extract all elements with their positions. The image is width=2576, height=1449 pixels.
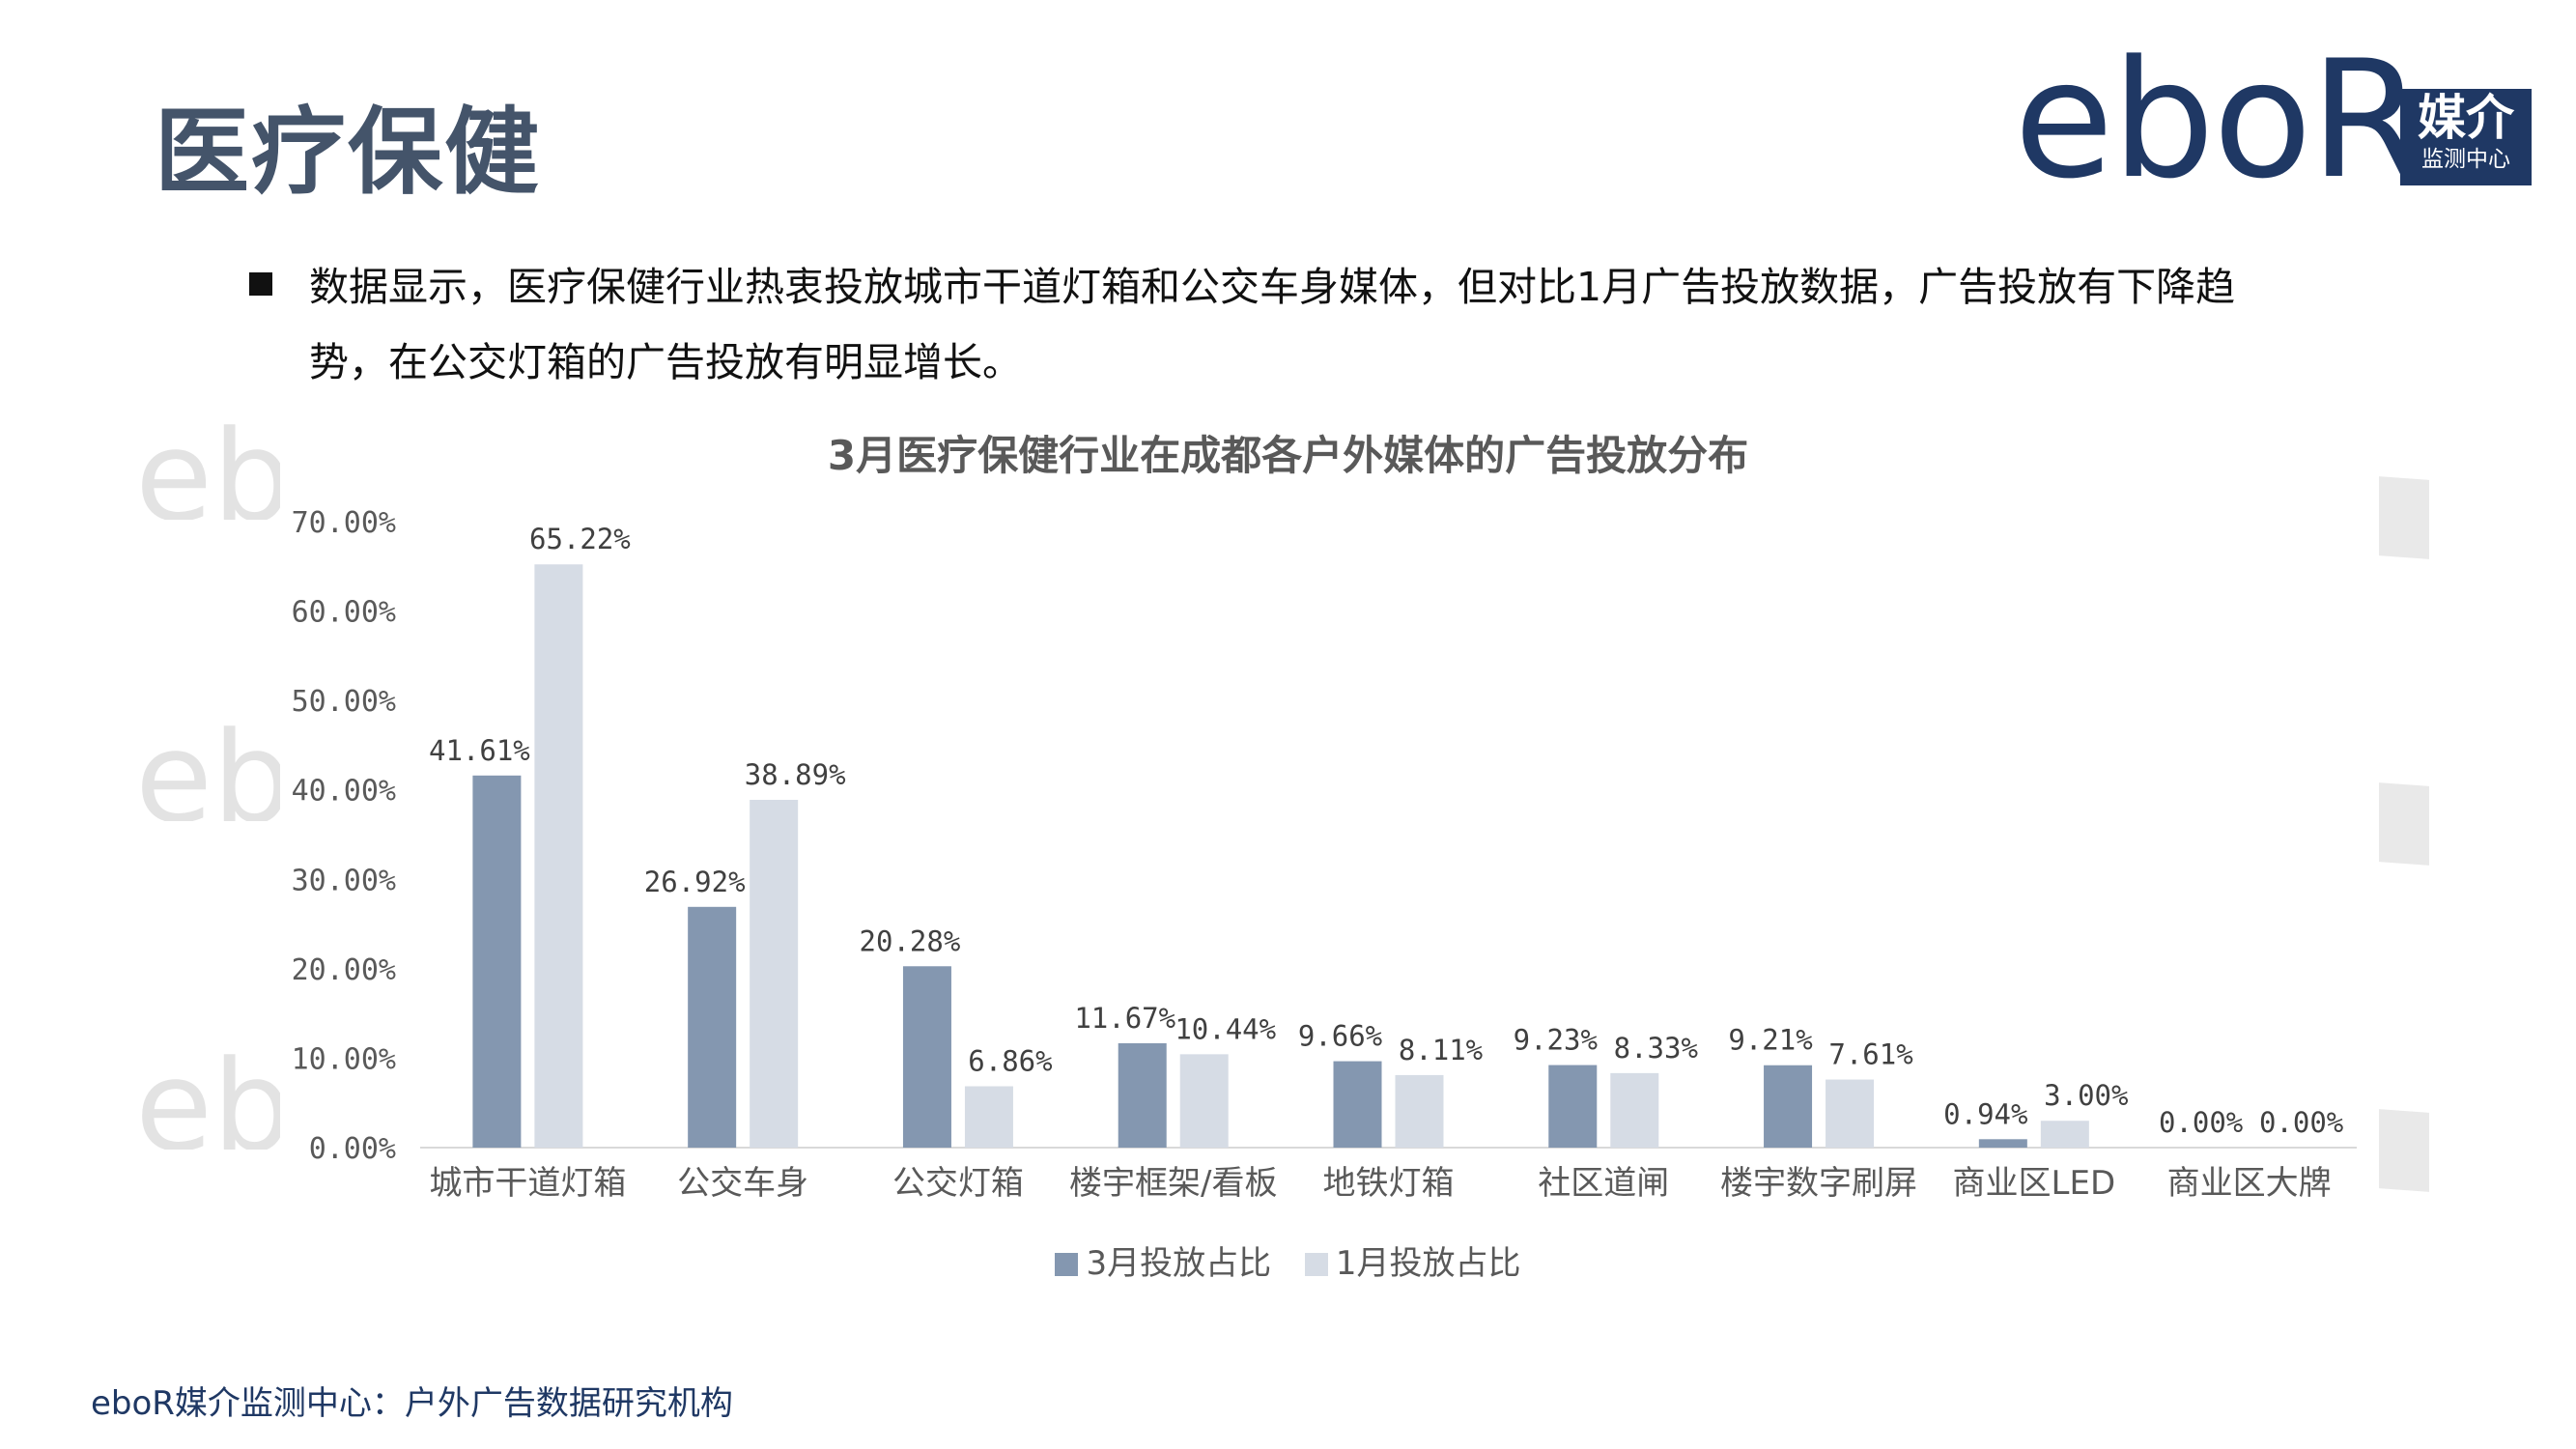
data-label-january: 65.22%: [529, 523, 631, 555]
data-label-march: 0.00%: [2159, 1106, 2243, 1139]
logo-badge: 媒介 监测中心: [2400, 89, 2532, 185]
data-label-january: 3.00%: [2044, 1079, 2128, 1112]
page-title: 医疗保健: [155, 98, 542, 208]
y-tick-label: 0.00%: [309, 1132, 396, 1166]
x-category-label: 公交灯箱: [892, 1164, 1024, 1203]
bullet-square-icon: [249, 272, 272, 296]
data-label-march: 0.94%: [1943, 1097, 2027, 1130]
legend-item-march: 3月投放占比: [1055, 1236, 1271, 1284]
watermark-logo: eboR: [135, 715, 280, 821]
y-tick-label: 50.00%: [292, 685, 396, 719]
x-category-label: 地铁灯箱: [1323, 1164, 1455, 1203]
bar-march-2: [902, 966, 951, 1148]
data-label-march: 20.28%: [860, 924, 961, 957]
x-category-label: 楼宇数字刷屏: [1720, 1164, 1917, 1203]
bar-january-0: [534, 564, 583, 1148]
watermark-logo: eboR: [135, 413, 280, 520]
footer-text: eboR媒介监测中心：户外广告数据研究机构: [91, 1384, 733, 1423]
summary-text: 数据显示，医疗保健行业热衷投放城市干道灯箱和公交车身媒体，但对比1月广告投放数据…: [309, 264, 2236, 385]
data-label-january: 10.44%: [1175, 1012, 1276, 1045]
data-label-january: 8.33%: [1614, 1032, 1698, 1065]
data-label-march: 41.61%: [429, 734, 530, 767]
data-label-march: 9.23%: [1514, 1024, 1598, 1057]
bar-january-4: [1395, 1074, 1444, 1148]
data-label-march: 11.67%: [1074, 1002, 1175, 1035]
watermark-logo: eboR: [135, 1043, 280, 1150]
logo-wordmark: eboR: [2014, 25, 2423, 214]
x-category-label: 公交车身: [677, 1164, 808, 1203]
bar-january-6: [1826, 1079, 1875, 1148]
data-label-january: 8.11%: [1399, 1034, 1483, 1066]
data-label-january: 7.61%: [1828, 1038, 1912, 1071]
legend-item-january: 1月投放占比: [1304, 1236, 1521, 1284]
data-label-march: 26.92%: [644, 866, 746, 898]
data-label-january: 6.86%: [968, 1044, 1052, 1077]
legend-label-january: 1月投放占比: [1335, 1244, 1521, 1283]
x-category-label: 商业区大牌: [2167, 1164, 2332, 1203]
logo-badge-sub: 监测中心: [2421, 147, 2510, 172]
bar-march-1: [688, 906, 737, 1148]
y-tick-label: 70.00%: [292, 506, 396, 540]
data-label-january: 38.89%: [745, 758, 846, 791]
bar-march-6: [1764, 1065, 1813, 1148]
x-category-label: 商业区LED: [1953, 1164, 2116, 1203]
y-tick-label: 20.00%: [292, 953, 396, 987]
y-tick-label: 60.00%: [292, 596, 396, 630]
bar-march-7: [1978, 1139, 2027, 1148]
bar-january-5: [1610, 1072, 1659, 1148]
x-category-label: 社区道闸: [1538, 1164, 1669, 1203]
bar-january-3: [1179, 1054, 1229, 1148]
bar-march-0: [472, 775, 522, 1148]
x-category-label: 城市干道灯箱: [429, 1164, 626, 1203]
x-category-label: 楼宇框架/看板: [1069, 1164, 1277, 1203]
bar-january-1: [750, 799, 799, 1148]
legend-label-march: 3月投放占比: [1086, 1244, 1272, 1283]
data-label-january: 0.00%: [2259, 1106, 2343, 1139]
y-tick-label: 30.00%: [292, 864, 396, 897]
y-tick-label: 40.00%: [292, 775, 396, 809]
bar-march-3: [1118, 1042, 1167, 1148]
data-label-march: 9.66%: [1298, 1020, 1382, 1053]
bar-january-7: [2040, 1121, 2089, 1148]
bar-march-5: [1548, 1065, 1598, 1148]
data-label-march: 9.21%: [1728, 1024, 1812, 1057]
brand-logo: eboR 媒介 监测中心: [2014, 39, 2535, 201]
bar-march-4: [1333, 1061, 1382, 1148]
chart-legend: 3月投放占比 1月投放占比: [0, 1236, 2576, 1284]
bar-january-2: [964, 1086, 1013, 1148]
legend-swatch-march: [1055, 1253, 1079, 1276]
chart-title: 3月医疗保健行业在成都各户外媒体的广告投放分布: [827, 432, 1749, 479]
logo-badge-main: 媒介: [2418, 89, 2514, 146]
y-tick-label: 10.00%: [292, 1042, 396, 1076]
legend-swatch-january: [1304, 1253, 1328, 1276]
